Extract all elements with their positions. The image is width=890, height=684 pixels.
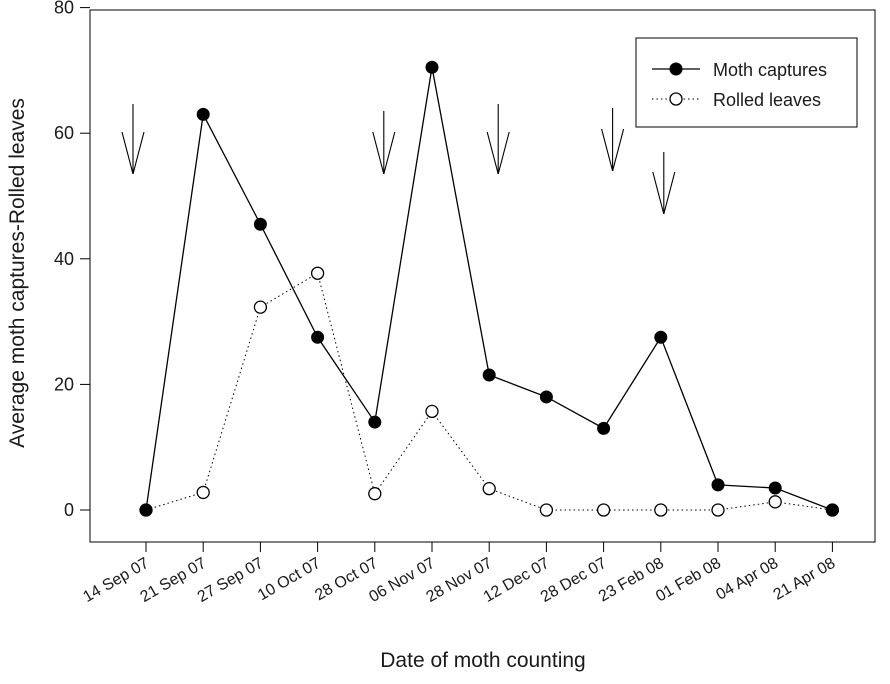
x-tick-label: 04 Apr 08 — [713, 555, 781, 604]
legend-label-leaves: Rolled leaves — [713, 90, 821, 110]
y-axis: 0 20 40 60 80 — [54, 0, 90, 520]
point-rolled-leaves — [253, 300, 268, 314]
point-rolled-leaves — [768, 495, 782, 509]
x-axis-label: Date of moth counting — [380, 649, 585, 672]
down-arrow-head-right — [383, 131, 396, 175]
x-tick-label: 10 Oct 07 — [255, 555, 324, 604]
x-tick-label: 21 Apr 08 — [771, 555, 839, 604]
point-moth-captures — [311, 330, 325, 344]
legend-label-moth: Moth captures — [713, 60, 827, 80]
down-arrow — [601, 108, 625, 172]
x-tick-label: 28 Dec 07 — [538, 555, 610, 606]
x-tick-label: 27 Sep 07 — [195, 555, 267, 606]
series-layer — [139, 60, 840, 517]
down-arrow — [652, 152, 676, 215]
point-rolled-leaves — [482, 481, 496, 496]
point-moth-captures — [368, 415, 382, 429]
series-line-moth-captures — [145, 67, 833, 511]
point-moth-captures — [711, 478, 725, 492]
point-moth-captures — [482, 368, 496, 382]
point-rolled-leaves — [196, 485, 210, 500]
point-moth-captures — [539, 390, 553, 404]
y-tick-label: 20 — [54, 374, 74, 394]
down-arrow-head-left — [372, 131, 385, 175]
down-arrow-head-left — [652, 171, 665, 215]
y-tick-label: 60 — [54, 123, 74, 143]
point-moth-captures — [253, 217, 267, 231]
legend-marker-moth — [669, 62, 683, 76]
series-line-rolled-leaves — [145, 272, 833, 511]
down-arrow-head-left — [486, 131, 499, 175]
y-tick-label: 80 — [54, 0, 74, 18]
point-rolled-leaves — [310, 266, 325, 280]
y-axis-label: Average moth captures-Rolled leaves — [6, 98, 29, 448]
point-rolled-leaves — [711, 503, 725, 517]
down-arrow — [121, 104, 145, 175]
point-rolled-leaves — [596, 503, 611, 517]
point-moth-captures — [196, 107, 210, 121]
point-moth-captures — [768, 481, 782, 495]
point-moth-captures — [825, 503, 839, 517]
down-arrow-head-right — [132, 131, 145, 175]
annotation-arrows — [121, 104, 676, 215]
down-arrow-head-right — [497, 131, 510, 175]
point-moth-captures — [654, 330, 668, 344]
down-arrow — [372, 111, 396, 175]
x-tick-label: 01 Feb 08 — [653, 555, 724, 606]
y-tick-label: 0 — [64, 500, 74, 520]
down-arrow — [486, 104, 510, 175]
point-rolled-leaves — [539, 503, 554, 517]
down-arrow-head-right — [663, 171, 676, 215]
plot-frame — [89, 9, 876, 543]
point-rolled-leaves — [654, 503, 668, 517]
down-arrow-head-left — [121, 131, 134, 175]
down-arrow-head-left — [601, 128, 614, 172]
point-rolled-leaves — [425, 404, 439, 419]
point-moth-captures — [139, 503, 153, 517]
point-moth-captures — [425, 60, 439, 74]
legend-marker-leaves — [669, 92, 683, 106]
down-arrow-head-right — [612, 128, 625, 172]
point-moth-captures — [597, 421, 611, 435]
legend-box — [635, 37, 858, 128]
point-rolled-leaves — [368, 487, 382, 501]
y-tick-label: 40 — [54, 249, 74, 269]
legend: Moth captures Rolled leaves — [635, 37, 858, 128]
